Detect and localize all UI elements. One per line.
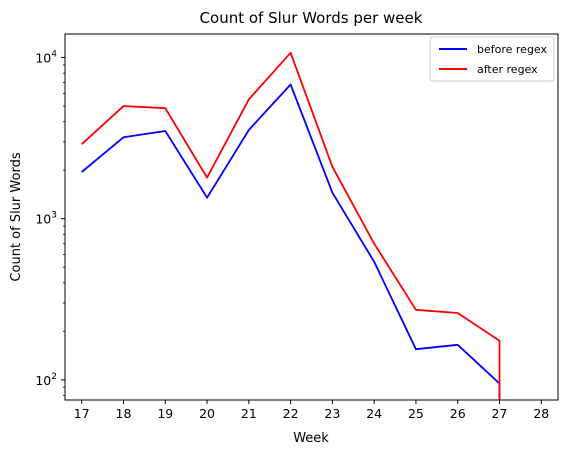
x-tick-label: 24 bbox=[366, 406, 382, 421]
plot-area-frame bbox=[64, 33, 559, 401]
legend-label-before-regex: before regex bbox=[477, 43, 548, 56]
x-tick-label: 25 bbox=[408, 406, 424, 421]
y-tick-label: 103 bbox=[35, 211, 57, 227]
legend-label-after-regex: after regex bbox=[477, 63, 538, 76]
x-tick-label: 23 bbox=[324, 406, 340, 421]
x-tick-label: 27 bbox=[492, 406, 508, 421]
y-axis-label: Count of Slur Words bbox=[9, 152, 24, 281]
series-line-after-regex bbox=[81, 51, 501, 400]
x-tick-label: 28 bbox=[533, 406, 549, 421]
x-axis-label: Week bbox=[293, 431, 329, 446]
x-tick-label: 26 bbox=[450, 406, 466, 421]
legend: before regex after regex bbox=[429, 36, 555, 82]
series-layer bbox=[81, 51, 501, 400]
y-tick-label: 102 bbox=[35, 372, 57, 388]
series-line-before-regex bbox=[81, 83, 501, 400]
y-tick-label: 104 bbox=[35, 50, 57, 66]
x-tick-label: 21 bbox=[241, 406, 257, 421]
x-tick-label: 18 bbox=[116, 406, 132, 421]
x-tick-label: 20 bbox=[199, 406, 215, 421]
chart-title: Count of Slur Words per week bbox=[200, 9, 423, 27]
x-tick-label: 22 bbox=[283, 406, 299, 421]
x-tick-label: 19 bbox=[157, 406, 173, 421]
x-ticks: 17 18 19 20 21 22 23 24 25 26 27 28 bbox=[74, 400, 549, 421]
x-tick-label: 17 bbox=[74, 406, 90, 421]
